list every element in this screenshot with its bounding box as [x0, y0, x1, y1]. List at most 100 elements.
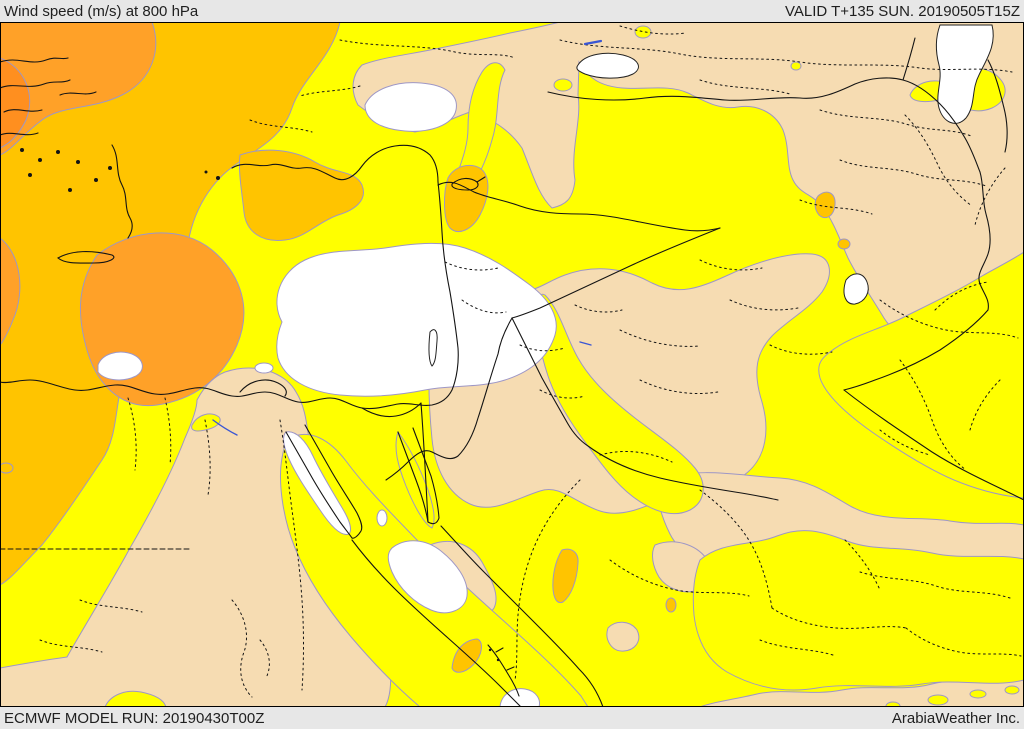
map-contour-shape — [879, 429, 931, 456]
map-contour-shape — [420, 402, 429, 523]
map-contour-shape — [108, 166, 112, 170]
map-contour-shape — [771, 607, 907, 629]
map-contour-shape — [843, 309, 989, 391]
turkey-syria-border — [437, 181, 721, 232]
map-contour-shape — [299, 85, 361, 97]
map-contour-shape — [76, 160, 80, 164]
dotted-admin-borders — [0, 25, 1022, 698]
map-contour-shape — [579, 341, 592, 346]
mediterranean-coast — [0, 144, 459, 410]
map-contour-shape — [254, 362, 274, 374]
rivers — [212, 39, 603, 436]
map-contour-shape — [68, 188, 72, 192]
map-contour-shape — [699, 489, 773, 609]
map-contour-shape — [987, 59, 1008, 153]
map-contour-shape — [769, 344, 833, 355]
map-contour-shape — [395, 430, 435, 529]
syria-iraq-border — [511, 227, 721, 319]
map-contour-shape — [814, 191, 836, 219]
calm-central-anatolia — [364, 82, 457, 132]
map-contour-shape — [553, 78, 573, 92]
map-contour-shape — [0, 57, 31, 149]
cyprus-island — [451, 177, 479, 191]
map-contour-shape — [191, 413, 221, 432]
map-title: Wind speed (m/s) at 800 hPa — [4, 2, 199, 20]
caspian-sea — [936, 24, 994, 124]
map-contour-shape — [94, 178, 98, 182]
map-contour-shape — [39, 639, 103, 653]
map-contour-shape — [127, 397, 137, 471]
map-contour-shape — [285, 431, 353, 539]
orange-core-deep — [0, 57, 31, 149]
map-contour-shape — [476, 176, 486, 183]
map-contour-shape — [304, 424, 363, 539]
map-contour-shape — [28, 173, 32, 177]
tan-north-and-east-block — [352, 22, 1024, 353]
iraq-saudi-border — [511, 317, 779, 501]
valid-time-label: VALID T+135 SUN. 20190505T15Z — [784, 2, 1020, 20]
map-contour-shape — [759, 639, 837, 657]
map-contour-shape — [974, 167, 1006, 226]
map-contour-shape — [496, 658, 500, 662]
map-contour-shape — [799, 199, 873, 215]
map-contour-shape — [539, 389, 586, 399]
calm-east-mediterranean — [276, 242, 557, 397]
header-bar: Wind speed (m/s) at 800 hPa VALID T+135 … — [0, 0, 1024, 22]
map-contour-shape — [552, 548, 579, 604]
map-contour-shape — [231, 599, 253, 698]
red-sea-east-shore — [440, 525, 604, 707]
map-contour-shape — [844, 539, 881, 591]
lakes — [428, 24, 994, 367]
map-contour-shape — [239, 149, 364, 241]
map-contour-shape — [487, 644, 520, 697]
map-contour-shape — [488, 648, 492, 652]
map-contour-shape — [927, 694, 949, 706]
map-contour-shape — [969, 689, 987, 699]
map-contour-shape — [606, 621, 640, 652]
map-contour-shape — [519, 344, 566, 352]
map-contour-shape — [0, 132, 39, 136]
lake-urmia — [843, 273, 869, 305]
map-contour-shape — [609, 559, 750, 597]
turkey-northeast-borders — [547, 77, 991, 311]
map-contour-shape — [79, 599, 143, 613]
map-contour-shape — [59, 91, 97, 96]
map-contour-shape — [38, 158, 42, 162]
map-contour-shape — [514, 479, 581, 681]
map-contour-shape — [934, 281, 989, 311]
map-contour-shape — [837, 238, 851, 250]
map-contour-shape — [859, 571, 1011, 599]
yellow-zagros — [818, 251, 1024, 499]
map-contour-shape — [3, 109, 43, 113]
aegean-coast — [0, 57, 69, 63]
map-contour-shape — [111, 144, 133, 239]
map-contour-shape — [204, 419, 211, 496]
nile-river — [212, 419, 238, 436]
brand-label: ArabiaWeather Inc. — [891, 709, 1020, 727]
map-contour-shape — [790, 61, 802, 71]
map-contour-shape — [499, 688, 540, 707]
dead-sea — [428, 329, 438, 367]
map-contour-shape — [56, 150, 60, 154]
crete-island — [57, 251, 115, 264]
map-contour-shape — [164, 397, 172, 466]
map-contour-shape — [879, 299, 1019, 339]
map-contour-shape — [899, 359, 967, 471]
map-contour-shape — [583, 39, 603, 46]
weather-map — [0, 22, 1024, 707]
map-contour-shape — [0, 79, 71, 89]
map-contour-shape — [376, 509, 388, 527]
map-contour-shape — [20, 148, 24, 152]
map-contour-shape — [0, 462, 14, 474]
map-contour-shape — [969, 379, 1001, 431]
map-contour-shape — [97, 351, 143, 381]
map-contour-shape — [451, 638, 482, 673]
footer-bar: ECMWF MODEL RUN: 20190430T00Z ArabiaWeat… — [0, 707, 1024, 729]
map-contour-shape — [361, 402, 422, 418]
map-contour-shape — [559, 39, 1013, 73]
map-contour-shape — [397, 431, 429, 523]
map-contour-shape — [665, 597, 677, 613]
yellow-south-east — [692, 530, 1024, 691]
aegean-islands — [20, 148, 500, 662]
map-contour-shape — [339, 39, 516, 59]
